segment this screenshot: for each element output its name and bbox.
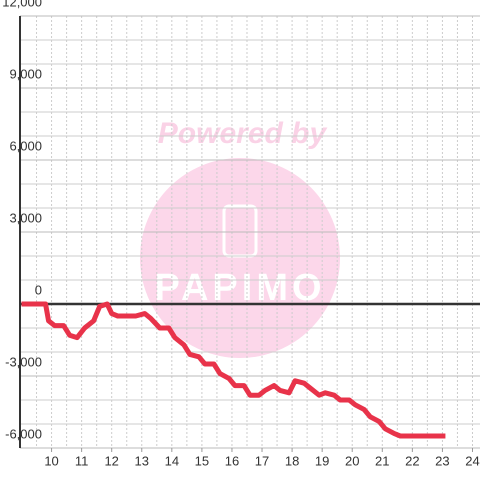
x-tick-label: 14 bbox=[165, 453, 179, 468]
x-tick-label: 23 bbox=[435, 453, 449, 468]
watermark-text: Powered by bbox=[158, 117, 328, 150]
x-tick-label: 10 bbox=[44, 453, 58, 468]
y-tick-label: 0 bbox=[35, 282, 42, 297]
y-tick-label: 12,000 bbox=[2, 0, 42, 9]
line bbox=[21, 301, 446, 439]
x-tick-label: 18 bbox=[285, 453, 299, 468]
x-tick-label: 24 bbox=[465, 453, 479, 468]
y-tick-label: 9,000 bbox=[9, 66, 42, 81]
watermark-logo: PAPIMO bbox=[154, 267, 325, 309]
x-tick-label: 17 bbox=[255, 453, 269, 468]
x-tick-label: 16 bbox=[225, 453, 239, 468]
x-tick-label: 20 bbox=[345, 453, 359, 468]
x-tick-label: 12 bbox=[104, 453, 118, 468]
x-tick-label: 13 bbox=[135, 453, 149, 468]
y-tick-label: -6,000 bbox=[5, 426, 42, 441]
x-tick-label: 22 bbox=[405, 453, 419, 468]
y-tick-label: 6,000 bbox=[9, 138, 42, 153]
x-tick-label: 21 bbox=[375, 453, 389, 468]
x-tick-label: 11 bbox=[75, 453, 89, 468]
x-tick-label: 19 bbox=[315, 453, 329, 468]
watermark: Powered by PAPIMO bbox=[140, 117, 340, 358]
x-tick-label: 15 bbox=[195, 453, 209, 468]
y-tick-label: 3,000 bbox=[9, 210, 42, 225]
y-tick-label: -3,000 bbox=[5, 354, 42, 369]
